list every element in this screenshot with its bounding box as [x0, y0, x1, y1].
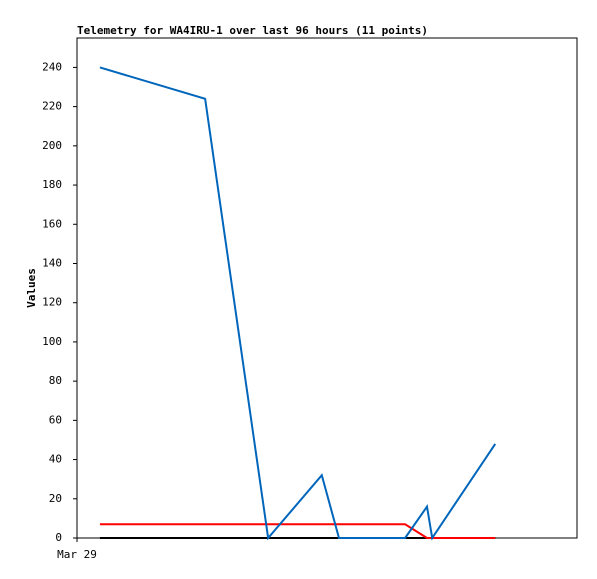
y-tick-label: 60 [49, 413, 62, 426]
series-line [99, 523, 496, 539]
y-tick-label: 100 [42, 335, 62, 348]
y-axis-label: Values [25, 268, 38, 308]
y-tick-label: 200 [42, 139, 62, 152]
y-tick-label: 180 [42, 178, 62, 191]
plot-frame [76, 37, 578, 539]
y-tick-label: 120 [42, 296, 62, 309]
y-tick-label: 20 [49, 492, 62, 505]
series-line [99, 66, 497, 541]
y-tick-label: 160 [42, 217, 62, 230]
chart-title: Telemetry for WA4IRU-1 over last 96 hour… [77, 24, 428, 37]
y-tick-label: 0 [55, 531, 62, 544]
y-tick-label: 80 [49, 374, 62, 387]
y-tick-label: 140 [42, 256, 62, 269]
y-tick-label: 220 [42, 100, 62, 113]
x-tick-label: Mar 29 [57, 548, 97, 561]
y-tick-label: 240 [42, 60, 62, 73]
y-tick-label: 40 [49, 453, 62, 466]
